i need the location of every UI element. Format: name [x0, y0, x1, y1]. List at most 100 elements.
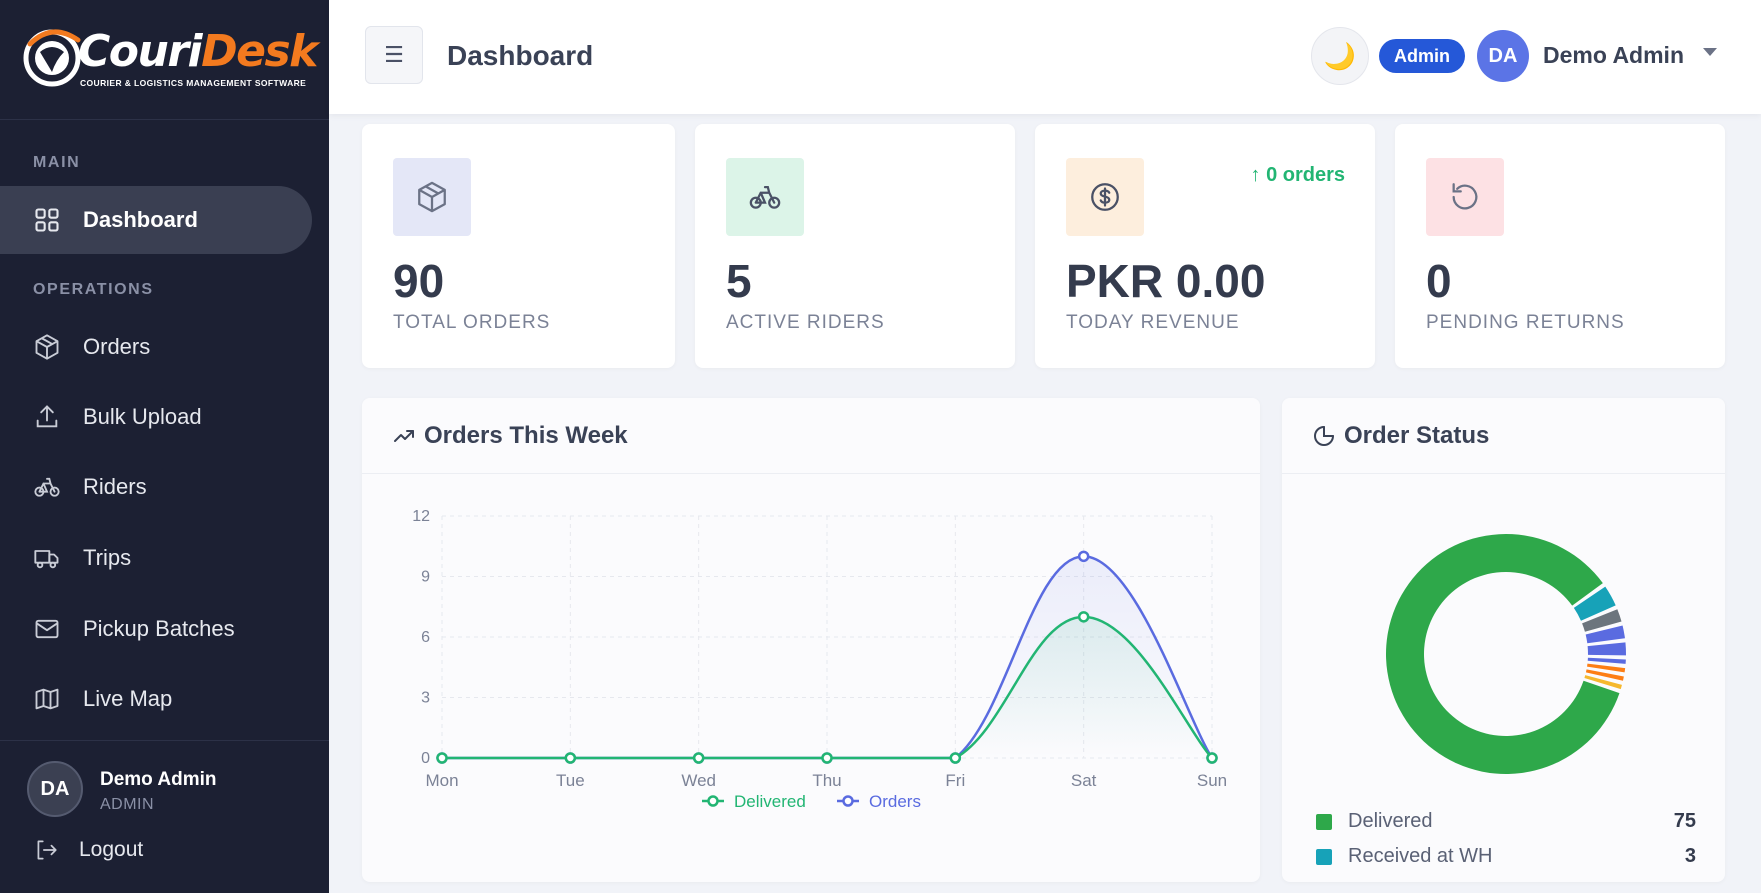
stat-value: PKR 0.00 — [1066, 255, 1266, 307]
globe-logo-icon — [23, 29, 81, 87]
trend-up-icon — [394, 429, 414, 442]
x-tick-label: Sat — [1071, 771, 1097, 790]
stat-card-pending-returns: 0 PENDING RETURNS — [1395, 124, 1725, 368]
top-header: ☰ Dashboard 🌙 Admin DA Demo Admin — [329, 0, 1761, 114]
legend-value: 3 — [1684, 845, 1696, 867]
y-tick-label: 6 — [421, 629, 430, 646]
y-tick-label: 3 — [421, 690, 430, 707]
sidebar-item-pickup-batches[interactable]: Pickup Batches — [0, 595, 312, 663]
sidebar-item-label: Pickup Batches — [83, 616, 235, 641]
x-tick-label: Thu — [812, 771, 841, 790]
legend-label: Delivered — [1348, 810, 1433, 832]
sidebar-item-label: Bulk Upload — [83, 404, 202, 429]
sidebar-item-label: Dashboard — [83, 207, 198, 232]
stat-label: ACTIVE RIDERS — [726, 312, 885, 333]
stat-label: PENDING RETURNS — [1426, 312, 1625, 333]
data-point-delivered — [821, 752, 833, 764]
y-tick-label: 12 — [412, 508, 430, 525]
x-tick-label: Wed — [681, 771, 716, 790]
page-title: Dashboard — [447, 40, 594, 71]
donut-slice-status-4 — [1587, 642, 1626, 656]
donut-slice-received-at-wh — [1573, 586, 1616, 621]
donut-slice-delivered — [1386, 534, 1620, 774]
logout-label: Logout — [79, 838, 144, 861]
mail-icon — [33, 615, 61, 643]
stat-card-total-orders: 90 TOTAL ORDERS — [362, 124, 675, 368]
x-tick-label: Fri — [945, 771, 965, 790]
nav-section-operations: OPERATIONS — [33, 281, 154, 298]
avatar[interactable]: DA — [1477, 30, 1529, 82]
orders-week-panel: Orders This Week 0 3 6 9 12 Mon Tue Wed Thu Fri Sa… — [362, 398, 1260, 882]
data-point-orders — [1077, 550, 1090, 563]
panel-header: Orders This Week — [362, 398, 1260, 474]
y-tick-label: 9 — [421, 569, 430, 586]
donut-slice-status-2 — [1582, 609, 1622, 632]
pie-chart-icon — [1314, 425, 1334, 446]
stat-value: 90 — [393, 255, 445, 307]
sidebar-item-dashboard[interactable]: Dashboard — [0, 186, 312, 254]
legend-swatch — [1316, 848, 1332, 865]
data-point-delivered — [1077, 611, 1090, 623]
chevron-down-icon[interactable] — [1703, 48, 1717, 56]
data-point-delivered — [436, 752, 448, 764]
sidebar-item-orders[interactable]: Orders — [0, 313, 312, 381]
brand-tagline: COURIER & LOGISTICS MANAGEMENT SOFTWARE — [80, 78, 307, 88]
menu-toggle-button[interactable]: ☰ — [365, 26, 423, 84]
logout-button[interactable]: Logout — [33, 837, 143, 863]
rotate-icon — [1426, 158, 1504, 236]
sidebar-item-label: Live Map — [83, 686, 173, 711]
map-icon — [33, 685, 61, 713]
box-icon — [393, 158, 471, 236]
x-tick-label: Tue — [556, 771, 585, 790]
upload-icon — [33, 403, 61, 431]
legend-marker-orders — [842, 795, 854, 807]
panel-title: Orders This Week — [424, 421, 628, 449]
header-user-name[interactable]: Demo Admin — [1543, 42, 1684, 68]
legend-item-received-at-wh[interactable]: Received at WH 3 — [1316, 845, 1696, 868]
hamburger-icon: ☰ — [384, 42, 404, 67]
orders-line-chart[interactable]: 0 3 6 9 12 Mon Tue Wed Thu Fri Sat Sun Delivered Orde… — [362, 474, 1260, 882]
legend-label-delivered: Delivered — [734, 792, 806, 811]
stat-card-active-riders: 5 ACTIVE RIDERS — [695, 124, 1015, 368]
legend-label-orders: Orders — [869, 792, 921, 811]
sidebar: CouriDesk COURIER & LOGISTICS MANAGEMENT… — [0, 0, 329, 893]
sidebar-user-name: Demo Admin — [100, 769, 217, 790]
theme-toggle-button[interactable]: 🌙 — [1311, 27, 1369, 85]
data-point-delivered — [1206, 752, 1218, 764]
legend-label: Received at WH — [1348, 845, 1493, 867]
avatar[interactable]: DA — [27, 761, 83, 817]
box-icon — [33, 333, 61, 361]
brand-name: CouriDesk — [78, 26, 318, 77]
sidebar-item-label: Orders — [83, 334, 151, 359]
donut-slice-status-8 — [1584, 675, 1622, 690]
stat-label: TODAY REVENUE — [1066, 312, 1240, 333]
legend-value: 75 — [1673, 810, 1696, 832]
logout-icon — [37, 840, 57, 860]
sidebar-user-role: ADMIN — [100, 796, 155, 813]
panel-header: Order Status — [1282, 398, 1725, 474]
data-point-delivered — [692, 752, 705, 764]
bicycle-icon — [33, 473, 61, 501]
sidebar-item-live-map[interactable]: Live Map — [0, 665, 312, 733]
bicycle-icon — [726, 158, 804, 236]
nav-section-main: MAIN — [33, 154, 81, 171]
stat-value: 0 — [1426, 255, 1452, 307]
donut-slice-status-3 — [1585, 625, 1625, 644]
legend-item-delivered[interactable]: Delivered 75 — [1316, 810, 1696, 833]
sidebar-item-trips[interactable]: Trips — [0, 524, 312, 592]
data-point-delivered — [949, 752, 962, 764]
sidebar-item-bulk-upload[interactable]: Bulk Upload — [0, 383, 312, 451]
role-badge: Admin — [1379, 39, 1465, 73]
truck-icon — [33, 544, 61, 572]
brand-logo[interactable]: CouriDesk COURIER & LOGISTICS MANAGEMENT… — [0, 0, 329, 120]
panel-title: Order Status — [1344, 421, 1490, 449]
data-point-delivered — [564, 752, 577, 764]
order-status-donut-chart[interactable] — [1282, 474, 1725, 774]
donut-slice-status-7 — [1585, 669, 1624, 681]
sidebar-item-riders[interactable]: Riders — [0, 453, 312, 521]
stat-value: 5 — [726, 255, 752, 307]
moon-icon: 🌙 — [1323, 40, 1357, 71]
trend-indicator: ↑ 0 orders — [1250, 164, 1345, 186]
dollar-icon — [1066, 158, 1144, 236]
y-tick-label: 0 — [421, 750, 430, 767]
